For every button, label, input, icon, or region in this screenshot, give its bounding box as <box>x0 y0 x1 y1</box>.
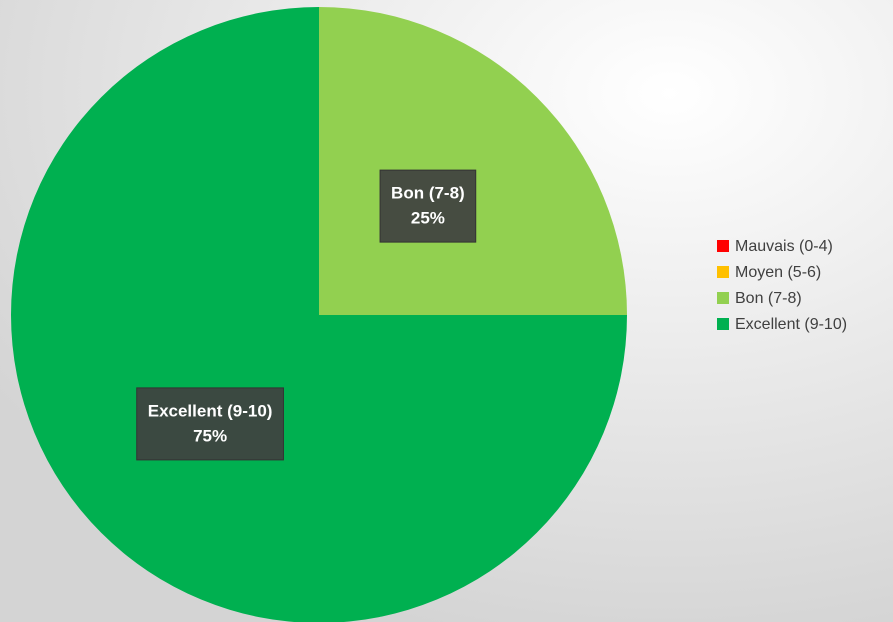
pie <box>11 7 627 622</box>
data-label: Bon (7-8) 25% <box>379 169 477 243</box>
legend-label: Mauvais (0-4) <box>735 238 833 255</box>
data-label-category: Bon (7-8) <box>391 184 465 203</box>
data-label-value: 75% <box>193 426 227 445</box>
pie-slice <box>11 7 627 622</box>
legend-swatch <box>717 318 729 330</box>
data-label-box <box>136 387 284 461</box>
data-label-value: 25% <box>411 209 445 228</box>
legend-label: Bon (7-8) <box>735 290 802 307</box>
data-label-category: Excellent (9-10) <box>148 401 273 420</box>
data-label: Excellent (9-10) 75% <box>136 387 284 461</box>
data-labels: Bon (7-8) 25% Excellent (9-10) 75% <box>136 169 477 461</box>
legend-swatch <box>717 292 729 304</box>
legend-label: Moyen (5-6) <box>735 264 821 281</box>
legend-swatch <box>717 240 729 252</box>
legend-swatch <box>717 266 729 278</box>
legend-label: Excellent (9-10) <box>735 316 847 333</box>
legend: Mauvais (0-4) Moyen (5-6) Bon (7-8) Excelle… <box>717 238 847 333</box>
data-label-box <box>379 169 477 243</box>
